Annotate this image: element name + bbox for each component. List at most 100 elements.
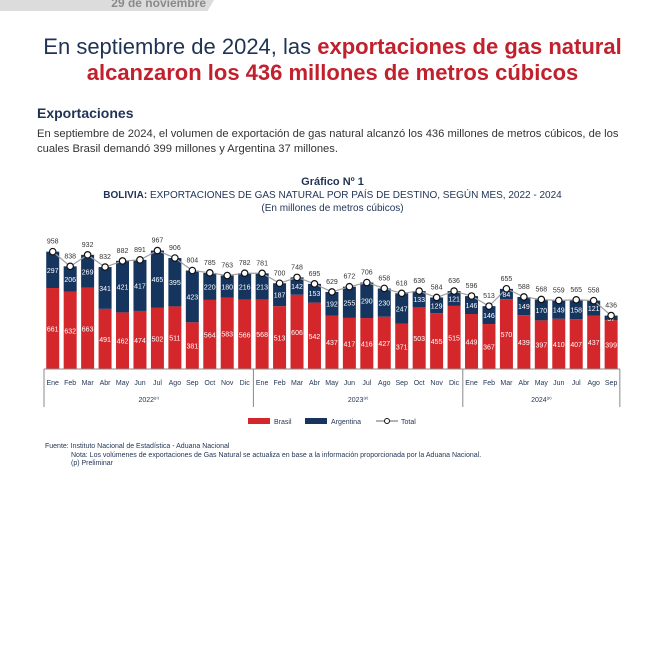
year-label: 2024(p) [531, 395, 552, 404]
x-tick-label: Ene [46, 380, 59, 387]
x-tick-label: Jun [344, 380, 355, 387]
label-argentina: 121 [448, 297, 460, 304]
section-text: En septiembre de 2024, el volumen de exp… [37, 128, 619, 155]
label-argentina: 395 [169, 280, 181, 287]
label-total: 558 [588, 288, 600, 295]
total-point [171, 254, 179, 262]
total-point [485, 302, 493, 310]
bar-brasil [517, 315, 531, 369]
x-tick-label: Nov [430, 380, 443, 387]
total-point [467, 292, 476, 300]
bar-argentina [290, 277, 304, 295]
x-tick-label: May [535, 380, 549, 387]
x-tick-label: Abr [100, 380, 112, 387]
x-tick-label: Ago [587, 380, 600, 387]
total-point [310, 280, 319, 288]
bar-brasil [377, 316, 391, 369]
bar-brasil [203, 299, 217, 369]
label-argentina: 170 [535, 308, 547, 315]
label-total: 695 [309, 271, 321, 278]
label-argentina: 121 [588, 306, 600, 313]
bar-brasil [307, 302, 321, 369]
bar-argentina [377, 288, 391, 317]
label-brasil: 542 [309, 334, 321, 341]
label-total: 785 [204, 260, 216, 267]
chart-label: Gráfico Nº 1 [301, 176, 364, 188]
bar-argentina [552, 300, 566, 319]
bar-argentina [168, 258, 182, 307]
label-brasil: 427 [378, 341, 390, 348]
bar-brasil [290, 294, 304, 369]
bar-argentina [81, 254, 95, 288]
label-argentina: 142 [291, 284, 303, 291]
bar-brasil [499, 299, 513, 369]
label-brasil: 474 [134, 338, 146, 345]
total-point [589, 296, 598, 305]
label-brasil: 632 [64, 328, 76, 335]
bar-argentina [447, 291, 461, 306]
label-argentina: 247 [396, 306, 408, 313]
x-tick-label: Ago [169, 380, 182, 387]
legend-label-total: Total [401, 419, 416, 426]
bar-brasil [465, 313, 479, 369]
chart-title-bold: BOLIVIA: [103, 190, 148, 201]
label-total: 655 [501, 276, 513, 283]
label-argentina: 84 [503, 292, 511, 299]
total-point [345, 282, 354, 291]
x-tick-label: Mar [291, 380, 304, 387]
x-tick-label: May [116, 380, 130, 387]
label-argentina: 417 [134, 283, 146, 290]
x-tick-label: Oct [204, 380, 215, 387]
label-brasil: 437 [588, 340, 600, 347]
label-brasil: 663 [82, 326, 94, 333]
bar-argentina [273, 283, 287, 307]
bar-argentina [238, 273, 252, 300]
x-tick-label: Abr [309, 380, 321, 387]
title-highlight-2: alcanzaron los 436 millones de metros cú… [86, 60, 579, 85]
label-argentina: 465 [152, 277, 164, 284]
label-brasil: 449 [466, 339, 478, 346]
x-tick-label: Dic [449, 380, 460, 387]
total-point [83, 251, 92, 259]
chart: 661 297 Ene 632 206 Feb 663 269 Mar 491 341 Abr 462 4… [43, 238, 621, 426]
bar-brasil [412, 307, 426, 369]
x-tick-label: Sep [395, 380, 408, 387]
label-argentina: 255 [344, 300, 356, 307]
label-brasil: 503 [413, 336, 425, 343]
x-tick-label: Mar [82, 380, 95, 387]
total-point [450, 287, 458, 295]
label-argentina: 158 [570, 307, 582, 314]
total-point [48, 247, 57, 256]
bar-brasil [587, 315, 601, 369]
bar-brasil [447, 305, 461, 369]
bar-argentina [412, 291, 426, 308]
legend-marker-total [384, 418, 390, 424]
note: Nota: Los volúmenes de exportaciones de … [71, 451, 482, 459]
x-tick-label: Jul [153, 380, 162, 387]
prelim-note: (p) Preliminar [71, 460, 114, 467]
bar-argentina [587, 300, 601, 316]
total-point [502, 284, 511, 293]
label-brasil: 502 [152, 336, 164, 343]
label-argentina: 153 [309, 291, 321, 298]
bar-argentina [499, 288, 513, 300]
total-point [293, 273, 301, 282]
total-point [153, 246, 162, 255]
bar-argentina [325, 291, 339, 316]
total-point [66, 262, 74, 271]
bar-brasil [98, 308, 112, 369]
total-point [380, 284, 389, 293]
footer: Fuente: Instituto Nacional de Estadístic… [45, 443, 481, 469]
label-total: 584 [431, 284, 443, 291]
bar-brasil [46, 288, 60, 369]
bar-brasil [255, 299, 269, 369]
legend-swatch-brasil [248, 418, 270, 424]
label-argentina: 220 [204, 284, 216, 291]
bar-brasil [273, 306, 287, 369]
label-argentina: 180 [221, 285, 233, 292]
label-total: 932 [82, 242, 94, 249]
label-argentina: 213 [256, 284, 268, 291]
total-point [328, 288, 336, 296]
bar-argentina [150, 250, 164, 308]
label-brasil: 515 [448, 335, 460, 342]
